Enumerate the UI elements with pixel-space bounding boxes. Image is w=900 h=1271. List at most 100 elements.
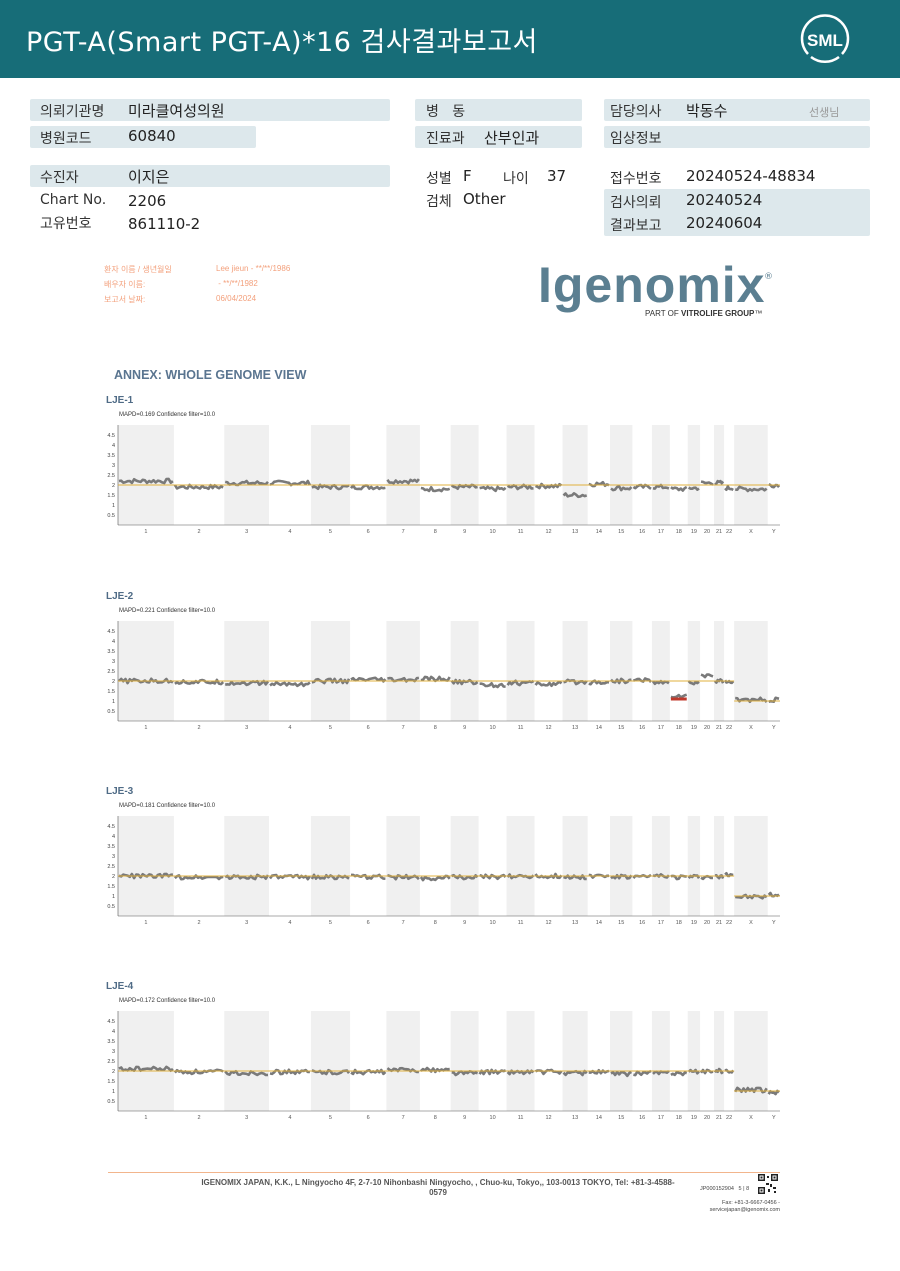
x-tick-label: 16 xyxy=(639,1115,645,1121)
footer-code: JP000152904 xyxy=(700,1186,734,1192)
copy-number-trace xyxy=(269,1068,310,1076)
panel-title: LJE-3 xyxy=(106,786,134,797)
chromosome-band xyxy=(687,816,701,916)
copy-number-trace xyxy=(700,673,714,679)
copy-number-trace xyxy=(386,478,420,485)
copy-number-trace xyxy=(534,680,563,688)
x-tick-label: 1 xyxy=(144,725,147,731)
ward-label: 병 동 xyxy=(426,104,466,120)
request-report-rows xyxy=(604,189,870,236)
copy-number-trace xyxy=(534,872,563,880)
x-tick-label: 4 xyxy=(288,920,291,926)
doctor-value: 박동수 xyxy=(686,102,728,120)
x-tick-label: 18 xyxy=(676,920,682,926)
clinical-row xyxy=(604,126,870,148)
request-value: 20240524 xyxy=(686,191,763,209)
chromosome-band xyxy=(310,425,351,525)
x-tick-label: 10 xyxy=(490,1115,496,1121)
x-tick-label: 18 xyxy=(676,725,682,731)
chromosome-band xyxy=(651,1011,670,1111)
y-tick-label: 1 xyxy=(112,503,115,509)
x-tick-label: 17 xyxy=(658,725,664,731)
institution-row xyxy=(30,99,390,121)
chromosome-band xyxy=(714,816,725,916)
chromosome-band xyxy=(562,1011,588,1111)
request-label: 검사의뢰 xyxy=(610,195,662,211)
sex-label: 성별 xyxy=(426,171,452,187)
y-tick-label: 2.5 xyxy=(107,864,115,870)
copy-number-trace xyxy=(224,679,270,687)
y-tick-label: 4 xyxy=(112,639,115,645)
copy-number-trace xyxy=(588,873,609,879)
genome-plot: 4.543.532.521.510.51 2 3 4 5 6 7 8 9 10 11 12 13 14 15… xyxy=(107,621,780,731)
copy-number-trace xyxy=(670,693,688,699)
x-tick-label: 3 xyxy=(245,529,248,535)
age-value: 37 xyxy=(547,167,567,185)
department-row xyxy=(415,126,582,148)
copy-number-trace xyxy=(419,874,451,882)
panel-title: LJE-4 xyxy=(106,981,134,992)
x-tick-label: 18 xyxy=(676,1115,682,1121)
panel-meta: MAPD=0.221 Confidence filter=10.0 xyxy=(119,608,216,614)
y-tick-label: 1.5 xyxy=(107,689,115,695)
copy-number-trace xyxy=(420,486,451,493)
x-tick-label: 16 xyxy=(639,529,645,535)
x-tick-label: 19 xyxy=(691,1115,697,1121)
x-tick-label: 2 xyxy=(198,725,201,731)
copy-number-trace xyxy=(724,485,734,492)
y-tick-label: 2 xyxy=(112,679,115,685)
chromosome-band xyxy=(610,425,633,525)
patient-row xyxy=(30,165,390,187)
x-tick-label: 1 xyxy=(144,1115,147,1121)
copy-number-trace xyxy=(349,484,386,491)
footer-fax: Fax: +81-3-6667-0456 - xyxy=(722,1200,780,1206)
chromosome-band xyxy=(734,816,768,916)
copy-number-trace xyxy=(420,1066,450,1074)
copy-number-trace xyxy=(735,485,768,493)
copy-number-trace xyxy=(713,1067,724,1075)
chromosome-band xyxy=(687,1011,701,1111)
x-tick-label: 11 xyxy=(518,1115,524,1121)
x-tick-label: 14 xyxy=(596,1115,602,1121)
x-tick-label: 5 xyxy=(329,920,332,926)
y-tick-label: 4 xyxy=(112,443,115,449)
chromosome-band xyxy=(310,621,351,721)
panel-title: LJE-2 xyxy=(106,591,134,602)
copy-number-trace xyxy=(451,1070,478,1077)
x-tick-label: 12 xyxy=(545,529,551,535)
y-tick-label: 4 xyxy=(112,834,115,840)
copy-number-trace xyxy=(479,873,507,881)
x-tick-label: 7 xyxy=(402,1115,405,1121)
x-tick-label: 6 xyxy=(367,725,370,731)
copy-number-trace xyxy=(224,1069,269,1077)
igenomix-subtitle: PART OF VITROLIFE GROUP™ xyxy=(645,309,762,318)
chromosome-band xyxy=(734,621,768,721)
copy-number-trace xyxy=(420,675,451,683)
receipt-label: 접수번호 xyxy=(610,171,662,187)
institution-label: 의뢰기관명 xyxy=(40,104,105,120)
specimen-value: Other xyxy=(463,190,506,208)
y-tick-label: 2.5 xyxy=(107,473,115,479)
annex-title: ANNEX: WHOLE GENOME VIEW xyxy=(114,368,307,382)
x-tick-label: 19 xyxy=(691,920,697,926)
y-tick-label: 1 xyxy=(112,699,115,705)
report-date-value: 06/04/2024 xyxy=(216,294,257,303)
igenomix-logo: Igenomix xyxy=(538,257,766,313)
x-tick-label: 8 xyxy=(434,920,437,926)
x-tick-label: Y xyxy=(772,529,776,535)
x-tick-label: 6 xyxy=(367,920,370,926)
chromosome-band xyxy=(224,621,269,721)
copy-number-trace xyxy=(311,677,351,685)
chromosome-band xyxy=(610,816,633,916)
x-tick-label: Y xyxy=(772,1115,776,1121)
y-tick-label: 2.5 xyxy=(107,669,115,675)
chromosome-band xyxy=(734,1011,768,1111)
x-tick-label: 22 xyxy=(726,1115,732,1121)
x-tick-label: 15 xyxy=(618,725,624,731)
genome-plot: 4.543.532.521.510.51 2 3 4 5 6 7 8 9 10 11 12 13 14 15… xyxy=(107,816,780,926)
hospital-code-row xyxy=(30,126,256,148)
doctor-label: 담당의사 xyxy=(610,104,662,120)
chromosome-band xyxy=(714,1011,725,1111)
chromosome-band xyxy=(506,425,535,525)
x-tick-label: 4 xyxy=(288,529,291,535)
